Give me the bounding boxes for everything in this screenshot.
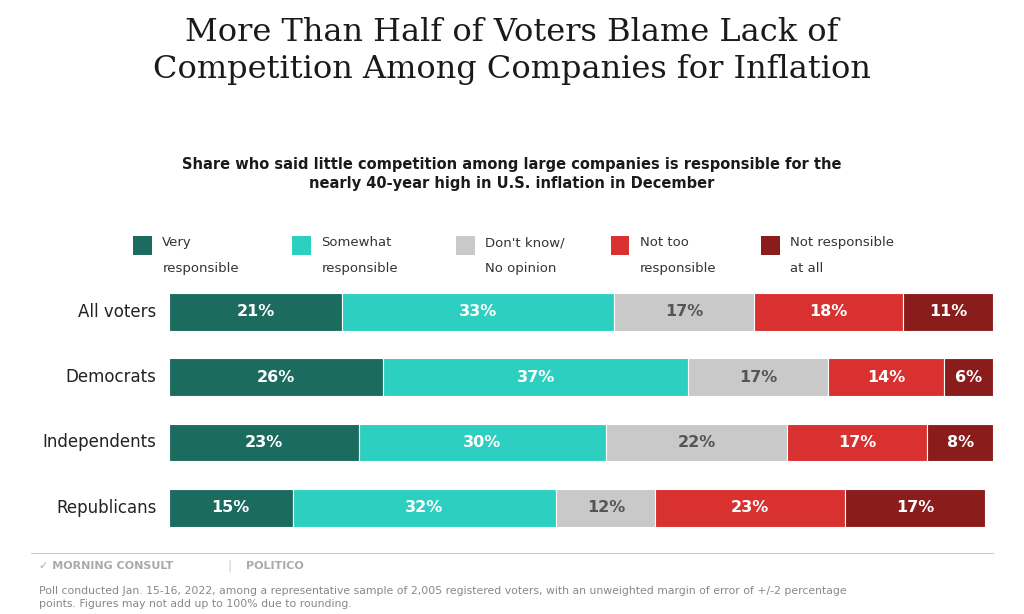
Bar bbox=[606, 424, 787, 461]
Text: responsible: responsible bbox=[640, 262, 717, 275]
Bar bbox=[169, 359, 383, 396]
Text: 15%: 15% bbox=[212, 500, 250, 515]
Bar bbox=[761, 236, 780, 255]
Bar bbox=[845, 489, 985, 527]
Bar bbox=[169, 424, 358, 461]
Text: Share who said little competition among large companies is responsible for the
n: Share who said little competition among … bbox=[182, 157, 842, 192]
Text: Very: Very bbox=[163, 236, 193, 249]
Text: 23%: 23% bbox=[245, 435, 283, 450]
Text: 30%: 30% bbox=[463, 435, 502, 450]
Text: 12%: 12% bbox=[587, 500, 625, 515]
Bar bbox=[342, 293, 614, 331]
Text: responsible: responsible bbox=[163, 262, 239, 275]
Bar bbox=[614, 293, 755, 331]
Bar bbox=[787, 424, 928, 461]
Text: Not too: Not too bbox=[640, 236, 688, 249]
Text: 17%: 17% bbox=[838, 435, 877, 450]
Text: 33%: 33% bbox=[459, 305, 498, 319]
Bar bbox=[755, 293, 902, 331]
Text: Somewhat: Somewhat bbox=[322, 236, 392, 249]
Text: Democrats: Democrats bbox=[66, 368, 157, 386]
Text: All voters: All voters bbox=[79, 303, 157, 321]
Text: 37%: 37% bbox=[517, 370, 555, 385]
Text: 23%: 23% bbox=[731, 500, 769, 515]
Text: at all: at all bbox=[791, 262, 823, 275]
Bar bbox=[928, 424, 993, 461]
Text: 17%: 17% bbox=[665, 305, 703, 319]
Bar bbox=[610, 236, 630, 255]
Text: 21%: 21% bbox=[237, 305, 274, 319]
Text: |: | bbox=[227, 560, 231, 573]
Text: Not responsible: Not responsible bbox=[791, 236, 894, 249]
Text: Don't know/: Don't know/ bbox=[485, 236, 564, 249]
Bar bbox=[133, 236, 152, 255]
Bar bbox=[293, 489, 556, 527]
Text: 14%: 14% bbox=[867, 370, 905, 385]
Text: More Than Half of Voters Blame Lack of
Competition Among Companies for Inflation: More Than Half of Voters Blame Lack of C… bbox=[153, 17, 871, 85]
Bar bbox=[556, 489, 655, 527]
Bar bbox=[655, 489, 845, 527]
Text: ✓ MORNING CONSULT: ✓ MORNING CONSULT bbox=[39, 561, 173, 572]
Text: Poll conducted Jan. 15-16, 2022, among a representative sample of 2,005 register: Poll conducted Jan. 15-16, 2022, among a… bbox=[39, 586, 847, 608]
Bar bbox=[383, 359, 688, 396]
Text: Republicans: Republicans bbox=[56, 499, 157, 517]
Text: 11%: 11% bbox=[929, 305, 967, 319]
Text: 26%: 26% bbox=[257, 370, 295, 385]
Bar bbox=[944, 359, 993, 396]
Text: 18%: 18% bbox=[809, 305, 848, 319]
Text: 17%: 17% bbox=[896, 500, 934, 515]
Bar bbox=[828, 359, 944, 396]
Text: POLITICO: POLITICO bbox=[246, 561, 303, 572]
Text: 22%: 22% bbox=[678, 435, 716, 450]
Bar bbox=[902, 293, 993, 331]
Bar bbox=[688, 359, 828, 396]
Bar bbox=[358, 424, 606, 461]
Text: No opinion: No opinion bbox=[485, 262, 556, 275]
Text: responsible: responsible bbox=[322, 262, 398, 275]
Text: 32%: 32% bbox=[406, 500, 443, 515]
Bar bbox=[456, 236, 474, 255]
Text: 17%: 17% bbox=[739, 370, 777, 385]
Bar bbox=[292, 236, 311, 255]
Bar bbox=[169, 489, 293, 527]
Text: Independents: Independents bbox=[43, 433, 157, 451]
Bar bbox=[169, 293, 342, 331]
Text: 6%: 6% bbox=[955, 370, 982, 385]
Text: 8%: 8% bbox=[947, 435, 974, 450]
